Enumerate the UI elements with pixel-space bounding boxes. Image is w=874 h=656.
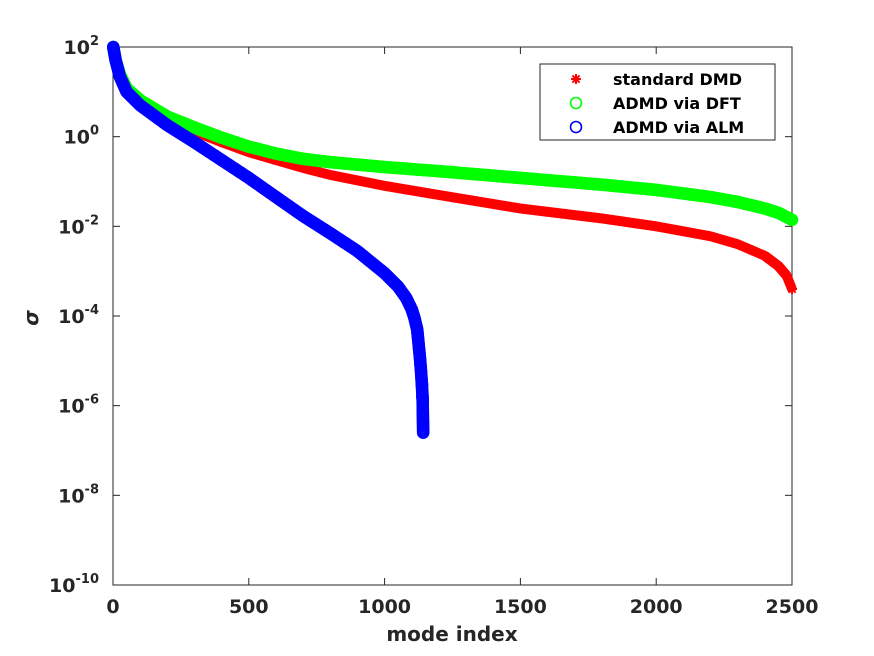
data-point: [787, 284, 797, 295]
data-point: [416, 392, 429, 406]
legend-marker: [569, 120, 583, 134]
data-series: [106, 40, 799, 439]
x-axis-ticks: 0 500 1000 1500 2000 2500: [106, 47, 818, 618]
legend-label: ADMD via ALM: [613, 118, 744, 137]
y-tick-label: 10-8: [58, 482, 99, 507]
x-tick-label: 2500: [766, 596, 819, 618]
y-tick-base: 10: [49, 575, 75, 597]
data-point: [416, 426, 430, 439]
y-tick-label: 10-4: [58, 303, 99, 328]
data-point: [785, 213, 799, 227]
y-tick-label: 10-2: [58, 213, 99, 238]
y-tick-base: 10: [58, 306, 84, 328]
data-point: [415, 377, 429, 391]
x-tick-label: 2000: [630, 596, 683, 618]
x-axis-label: mode index: [386, 622, 517, 646]
legend-marker: [571, 74, 581, 84]
y-tick-exponent: 0: [90, 124, 99, 139]
y-tick-exponent: -8: [85, 482, 99, 497]
x-tick-label: 500: [229, 596, 269, 618]
legend-marker: [569, 96, 583, 110]
y-tick-base: 10: [64, 127, 90, 149]
y-tick-label: 102: [64, 34, 100, 59]
y-tick-base: 10: [64, 37, 90, 59]
alm-tail-points: [415, 377, 429, 406]
y-tick-base: 10: [58, 485, 84, 507]
y-tick-exponent: -4: [85, 303, 99, 318]
y-tick-exponent: 2: [90, 34, 99, 49]
y-axis-label: σ: [19, 310, 43, 326]
y-tick-label: 100: [64, 124, 100, 149]
x-tick-label: 0: [106, 596, 119, 618]
legend-label: ADMD via DFT: [613, 94, 741, 113]
legend-label: standard DMD: [613, 70, 742, 89]
y-tick-label: 10-6: [58, 393, 99, 418]
legend: standard DMD ADMD via DFT ADMD via ALM: [539, 63, 776, 141]
y-tick-base: 10: [58, 216, 84, 238]
y-tick-exponent: -2: [85, 213, 99, 228]
y-tick-label: 10-10: [49, 572, 99, 597]
x-tick-label: 1000: [358, 596, 411, 618]
y-tick-base: 10: [58, 396, 84, 418]
y-tick-exponent: -10: [76, 572, 100, 587]
x-tick-label: 1500: [494, 596, 547, 618]
y-tick-exponent: -6: [85, 393, 99, 408]
